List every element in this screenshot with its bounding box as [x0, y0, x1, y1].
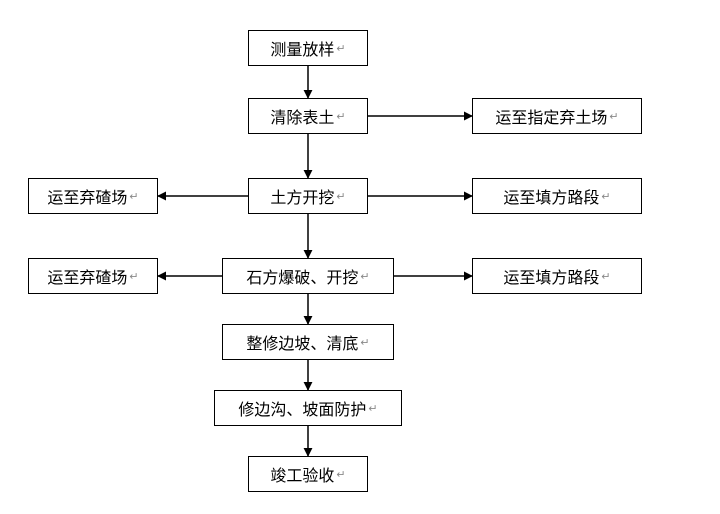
node-n11: 修边沟、坡面防护↵: [214, 390, 402, 426]
node-label: 修边沟、坡面防护: [238, 396, 366, 420]
return-mark-icon: ↵: [336, 110, 345, 123]
node-label: 石方爆破、开挖: [246, 264, 358, 288]
edges-layer: [0, 0, 720, 514]
node-n10: 整修边坡、清底↵: [222, 324, 394, 360]
node-label: 竣工验收: [270, 462, 334, 486]
node-label: 土方开挖: [270, 184, 334, 208]
return-mark-icon: ↵: [360, 270, 369, 283]
node-n8: 运至弃碴场↵: [28, 258, 158, 294]
return-mark-icon: ↵: [609, 110, 618, 123]
node-n9: 运至填方路段↵: [472, 258, 642, 294]
node-label: 运至填方路段: [503, 184, 599, 208]
return-mark-icon: ↵: [360, 336, 369, 349]
return-mark-icon: ↵: [336, 190, 345, 203]
node-n12: 竣工验收↵: [248, 456, 368, 492]
flowchart-container: 测量放样↵清除表土↵运至指定弃土场↵土方开挖↵运至弃碴场↵运至填方路段↵石方爆破…: [0, 0, 720, 514]
node-n3: 运至指定弃土场↵: [472, 98, 642, 134]
node-n4: 土方开挖↵: [248, 178, 368, 214]
node-label: 运至弃碴场: [47, 264, 127, 288]
node-n1: 测量放样↵: [248, 30, 368, 66]
node-label: 测量放样: [270, 36, 334, 60]
return-mark-icon: ↵: [601, 190, 610, 203]
node-label: 整修边坡、清底: [246, 330, 358, 354]
node-label: 运至弃碴场: [47, 184, 127, 208]
return-mark-icon: ↵: [336, 42, 345, 55]
return-mark-icon: ↵: [601, 270, 610, 283]
node-label: 运至填方路段: [503, 264, 599, 288]
node-n5: 运至弃碴场↵: [28, 178, 158, 214]
return-mark-icon: ↵: [336, 468, 345, 481]
node-n7: 石方爆破、开挖↵: [222, 258, 394, 294]
node-label: 运至指定弃土场: [495, 104, 607, 128]
node-n2: 清除表土↵: [248, 98, 368, 134]
node-label: 清除表土: [270, 104, 334, 128]
node-n6: 运至填方路段↵: [472, 178, 642, 214]
return-mark-icon: ↵: [129, 270, 138, 283]
return-mark-icon: ↵: [368, 402, 377, 415]
return-mark-icon: ↵: [129, 190, 138, 203]
